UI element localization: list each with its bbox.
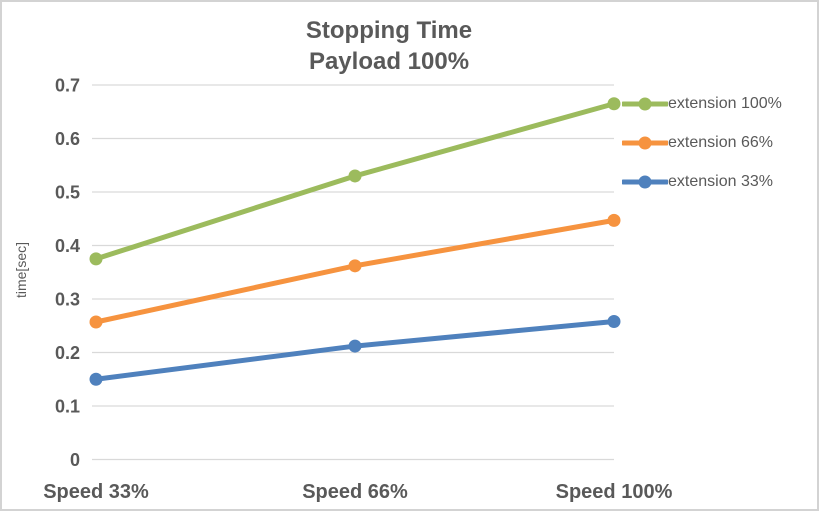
data-point-marker <box>607 314 621 328</box>
legend-item: extension 33% <box>622 162 782 201</box>
chart-title-line-2: Payload 100% <box>308 48 470 75</box>
y-tick-label: 0.6 <box>55 129 80 149</box>
chart-title: Stopping Time Payload 100% <box>92 15 686 77</box>
y-tick-label: 0.3 <box>55 290 80 310</box>
data-point-marker <box>607 97 621 111</box>
data-point-marker <box>348 169 362 183</box>
legend-label: extension 66% <box>668 133 773 151</box>
data-point-marker <box>89 315 103 329</box>
data-point-marker <box>348 259 362 273</box>
data-point-marker <box>89 372 103 386</box>
y-tick-label: 0.7 <box>55 76 80 96</box>
legend-item: extension 100% <box>622 84 782 123</box>
y-tick-label: 0.2 <box>55 343 80 363</box>
data-point-marker <box>348 339 362 353</box>
data-point-marker <box>607 213 621 227</box>
x-category-label: Speed 100% <box>556 481 673 503</box>
legend-label: extension 33% <box>668 172 773 190</box>
legend-marker-dot <box>638 97 652 110</box>
legend-marker-icon <box>622 97 668 110</box>
y-tick-label: 0.4 <box>55 236 80 256</box>
x-category-label: Speed 66% <box>302 481 408 503</box>
x-category-label: Speed 33% <box>43 481 149 503</box>
legend-marker-icon <box>622 136 668 149</box>
legend-marker-dot <box>638 175 652 188</box>
y-tick-label: 0 <box>70 450 80 470</box>
legend-label: extension 100% <box>668 94 782 112</box>
chart-title-line-1: Stopping Time <box>305 17 473 44</box>
legend-marker-dot <box>638 136 652 149</box>
legend-item: extension 66% <box>622 123 782 162</box>
data-point-marker <box>89 252 103 266</box>
chart-legend: extension 100% extension 66% extension 33% <box>622 84 782 201</box>
legend-marker-icon <box>622 175 668 188</box>
y-tick-label: 0.5 <box>55 183 80 203</box>
y-tick-label: 0.1 <box>55 397 80 417</box>
